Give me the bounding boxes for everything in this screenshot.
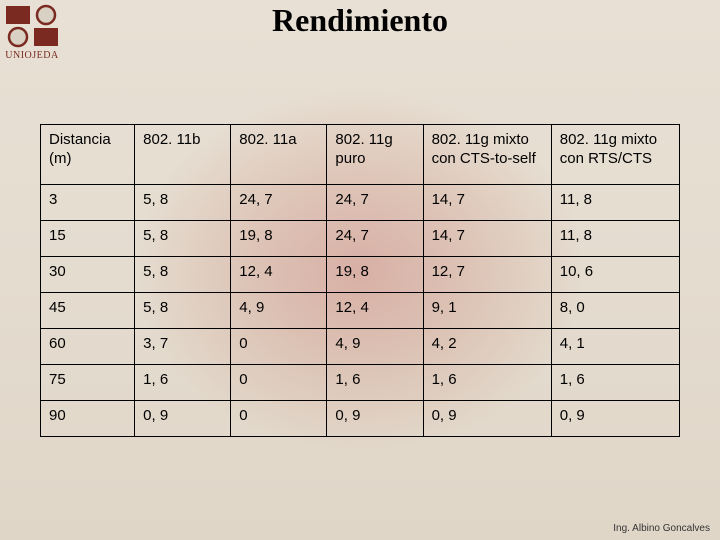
table-cell: 4, 2 [423,329,551,365]
table-cell: 10, 6 [551,257,679,293]
table-header-cell: 802. 11g mixto con CTS-to-self [423,125,551,185]
table-cell: 11, 8 [551,221,679,257]
table-row: 35, 824, 724, 714, 711, 8 [41,185,680,221]
table-cell: 4, 9 [327,329,423,365]
table-cell: 14, 7 [423,185,551,221]
table-cell: 24, 7 [231,185,327,221]
table-cell: 5, 8 [135,293,231,329]
table-cell: 19, 8 [231,221,327,257]
table-cell: 30 [41,257,135,293]
table-cell: 8, 0 [551,293,679,329]
footer-author: Ing. Albino Goncalves [613,523,710,534]
table-cell: 12, 7 [423,257,551,293]
table-header-row: Distancia (m)802. 11b802. 11a802. 11g pu… [41,125,680,185]
table-cell: 5, 8 [135,257,231,293]
table-cell: 5, 8 [135,221,231,257]
table-cell: 19, 8 [327,257,423,293]
table-cell: 4, 1 [551,329,679,365]
table-cell: 90 [41,401,135,437]
table-cell: 12, 4 [231,257,327,293]
table-cell: 0, 9 [551,401,679,437]
table-row: 900, 900, 90, 90, 9 [41,401,680,437]
page-title: Rendimiento [0,2,720,39]
table-cell: 0 [231,365,327,401]
table-cell: 0 [231,329,327,365]
table-cell: 0, 9 [135,401,231,437]
table-cell: 24, 7 [327,221,423,257]
table-header-cell: 802. 11g puro [327,125,423,185]
table-header-cell: 802. 11a [231,125,327,185]
table-cell: 9, 1 [423,293,551,329]
table-row: 603, 704, 94, 24, 1 [41,329,680,365]
table-cell: 1, 6 [135,365,231,401]
table-header-cell: 802. 11g mixto con RTS/CTS [551,125,679,185]
table-row: 305, 812, 419, 812, 710, 6 [41,257,680,293]
table-cell: 60 [41,329,135,365]
table-cell: 75 [41,365,135,401]
logo-text: UNIOJEDA [4,50,60,61]
table-cell: 1, 6 [551,365,679,401]
table-cell: 1, 6 [423,365,551,401]
table-cell: 0, 9 [423,401,551,437]
table-cell: 15 [41,221,135,257]
table-cell: 0 [231,401,327,437]
table-cell: 1, 6 [327,365,423,401]
table-header-cell: 802. 11b [135,125,231,185]
table-cell: 0, 9 [327,401,423,437]
table-cell: 3, 7 [135,329,231,365]
performance-table-container: Distancia (m)802. 11b802. 11a802. 11g pu… [40,124,680,437]
table-cell: 14, 7 [423,221,551,257]
table-cell: 3 [41,185,135,221]
table-cell: 12, 4 [327,293,423,329]
table-row: 455, 84, 912, 49, 18, 0 [41,293,680,329]
performance-table: Distancia (m)802. 11b802. 11a802. 11g pu… [40,124,680,437]
table-cell: 4, 9 [231,293,327,329]
table-cell: 24, 7 [327,185,423,221]
table-row: 751, 601, 61, 61, 6 [41,365,680,401]
table-header-cell: Distancia (m) [41,125,135,185]
table-row: 155, 819, 824, 714, 711, 8 [41,221,680,257]
table-cell: 11, 8 [551,185,679,221]
table-cell: 45 [41,293,135,329]
table-cell: 5, 8 [135,185,231,221]
